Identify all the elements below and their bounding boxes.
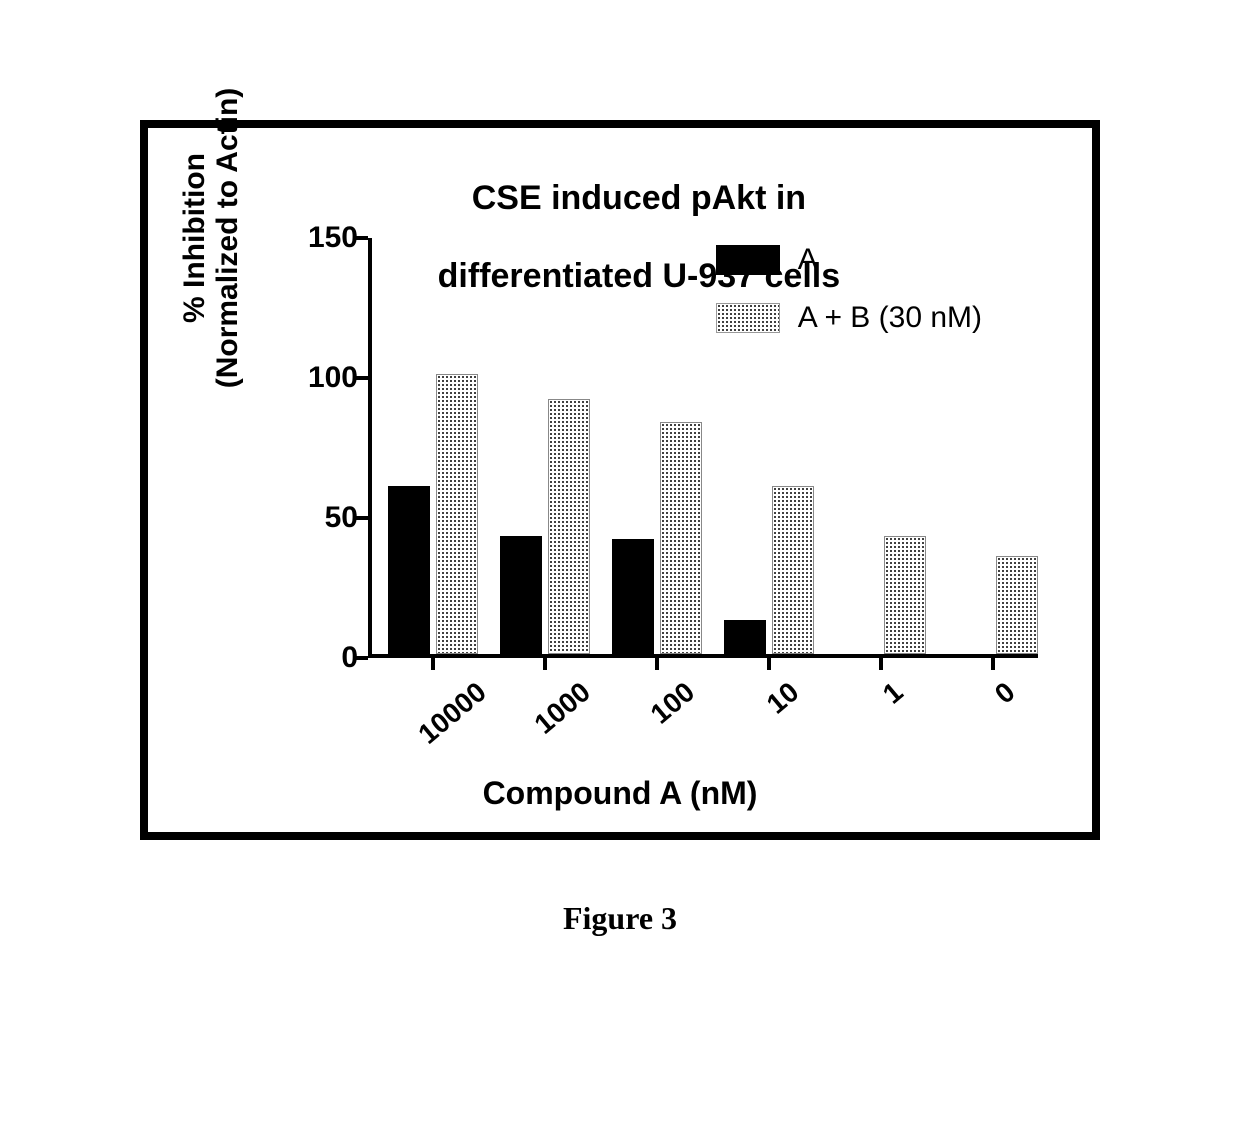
- figure-caption: Figure 3: [563, 900, 677, 937]
- bar-series-ab: [436, 374, 478, 654]
- plot-area: 0501001501000010001001010: [368, 238, 1038, 658]
- x-tick-label: 10: [761, 676, 805, 721]
- x-tick-label: 1: [877, 676, 910, 711]
- bar-series-a: [724, 620, 766, 654]
- x-tick-label: 1000: [528, 676, 596, 741]
- bar-series-ab: [548, 399, 590, 654]
- x-tick: [767, 658, 771, 670]
- x-tick: [655, 658, 659, 670]
- x-tick: [991, 658, 995, 670]
- y-tick-label: 0: [288, 641, 358, 675]
- bar-series-a: [388, 486, 430, 654]
- x-tick-label: 100: [645, 676, 701, 731]
- bar-series-ab: [660, 422, 702, 654]
- x-tick: [543, 658, 547, 670]
- y-tick-label: 100: [288, 361, 358, 395]
- y-axis: [368, 238, 372, 658]
- x-tick: [879, 658, 883, 670]
- x-tick: [431, 658, 435, 670]
- y-axis-label: % Inhibition (Normalized to Actin): [178, 38, 244, 438]
- x-tick-label: 10000: [412, 676, 492, 751]
- chart-frame: CSE induced pAkt in differentiated U-937…: [140, 120, 1100, 840]
- x-axis: [368, 654, 1038, 658]
- x-axis-label: Compound A (nM): [483, 775, 758, 812]
- x-tick-label: 0: [989, 676, 1022, 711]
- bar-series-ab: [772, 486, 814, 654]
- bar-series-a: [500, 536, 542, 654]
- y-tick-label: 50: [288, 501, 358, 535]
- chart-title-line1: CSE induced pAkt in: [472, 179, 806, 217]
- y-tick-label: 150: [288, 221, 358, 255]
- bar-series-ab: [996, 556, 1038, 654]
- bar-series-ab: [884, 536, 926, 654]
- bar-series-a: [612, 539, 654, 654]
